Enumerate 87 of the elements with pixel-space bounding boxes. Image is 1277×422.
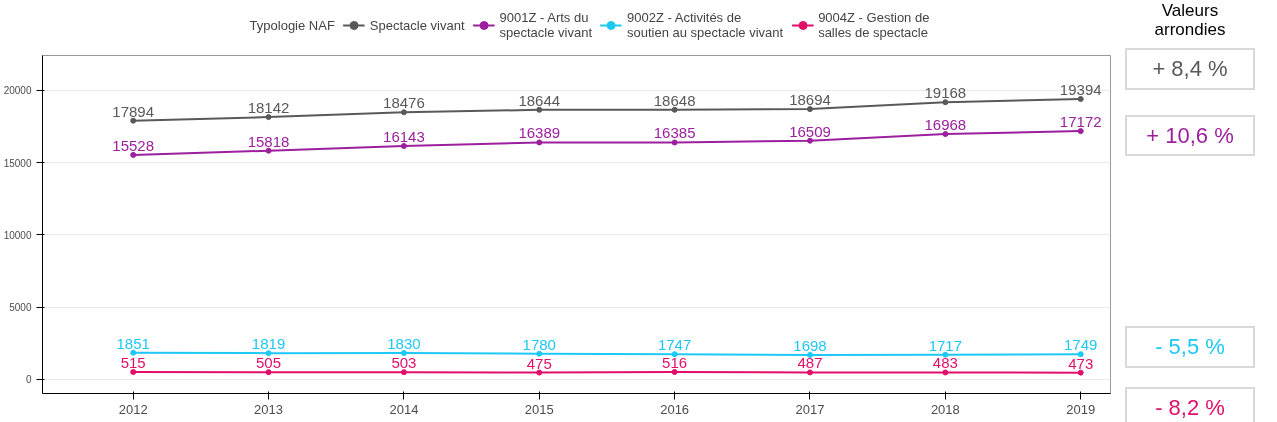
point [536, 369, 543, 376]
data-label: 17894 [112, 102, 155, 120]
point [671, 369, 678, 375]
point [942, 351, 949, 358]
y-tick-label: 15000 [3, 157, 32, 169]
data-label: 515 [120, 354, 146, 372]
point [671, 139, 678, 146]
data-label: 473 [1068, 354, 1094, 372]
data-label: 18694 [789, 91, 831, 109]
x-tick-label: 2015 [524, 401, 554, 417]
legend-title: Typologie NAF [249, 17, 335, 33]
point [942, 99, 949, 106]
y-tick-label: 20000 [3, 85, 32, 97]
legend-label: 9001Z - Arts du spectacle vivant [499, 10, 593, 40]
data-label: 18644 [518, 91, 561, 109]
data-label: 475 [526, 354, 552, 372]
point [130, 369, 137, 376]
x-tick-label: 2012 [118, 401, 148, 417]
data-label: 1851 [116, 334, 150, 352]
point [807, 351, 813, 358]
legend-label: 9004Z - Gestion de salles de spectacle [818, 10, 930, 40]
data-label: 16968 [924, 116, 967, 134]
point [671, 106, 678, 113]
text: + 10,6 % [1146, 121, 1234, 150]
point [807, 369, 813, 376]
point [942, 131, 949, 138]
x-tick-label: 2019 [1066, 401, 1096, 417]
data-label: 18648 [653, 91, 696, 109]
data-label: 487 [797, 354, 823, 372]
point [1077, 128, 1084, 135]
y-tick-label: 10000 [3, 229, 32, 241]
point [536, 350, 543, 357]
data-label: 1747 [657, 336, 692, 354]
data-label: 1749 [1064, 336, 1098, 354]
point [130, 349, 137, 356]
point [536, 106, 543, 113]
point [807, 106, 813, 113]
point [400, 143, 407, 149]
x-tick-label: 2014 [389, 401, 419, 417]
data-label: 15528 [112, 136, 155, 154]
point [400, 369, 407, 376]
point [1077, 95, 1084, 102]
x-tick-label: 2013 [254, 401, 284, 417]
point [130, 151, 137, 158]
legend-label: 9002Z - Activités de soutien au spectacle vivant [627, 10, 784, 40]
point [130, 117, 137, 124]
x-tick-label: 2016 [660, 401, 690, 417]
point [536, 139, 543, 146]
data-label: 516 [662, 354, 688, 372]
point [400, 109, 407, 116]
data-label: 17172 [1059, 113, 1102, 131]
data-label: 1830 [387, 335, 421, 352]
data-label: 16143 [383, 127, 425, 145]
point [942, 369, 949, 376]
data-label: 505 [256, 354, 282, 372]
y-tick-label: 0 [25, 374, 32, 386]
point [265, 147, 272, 154]
y-tick-label: 5000 [9, 302, 32, 314]
point [265, 369, 272, 376]
text: - 8,2 % [1155, 393, 1225, 422]
data-label: 1717 [928, 336, 963, 354]
x-tick-label: 2017 [795, 401, 825, 417]
data-label: 19168 [924, 84, 967, 102]
data-label: 16385 [653, 124, 696, 142]
point [1077, 369, 1084, 376]
data-label: 503 [391, 354, 417, 372]
point [807, 137, 813, 144]
text: - 5,5 % [1155, 333, 1225, 362]
text: + 8,4 % [1152, 55, 1228, 84]
data-label: 16509 [789, 122, 831, 140]
data-label: 1819 [251, 335, 286, 353]
data-label: 1698 [793, 336, 827, 354]
point [400, 350, 407, 356]
point [265, 350, 272, 357]
data-label: 483 [932, 354, 958, 372]
data-label: 16389 [518, 124, 561, 142]
data-label: 18476 [383, 94, 425, 112]
text: Valeurs arrondies [1153, 1, 1227, 40]
point [671, 351, 678, 358]
data-label: 15818 [247, 132, 290, 150]
legend-label: Spectacle vivant [369, 17, 465, 33]
point [265, 114, 272, 121]
data-label: 18142 [247, 99, 290, 117]
data-label: 19394 [1059, 80, 1102, 98]
x-tick-label: 2018 [930, 401, 960, 417]
data-label: 1780 [522, 335, 556, 353]
point [1077, 351, 1084, 358]
